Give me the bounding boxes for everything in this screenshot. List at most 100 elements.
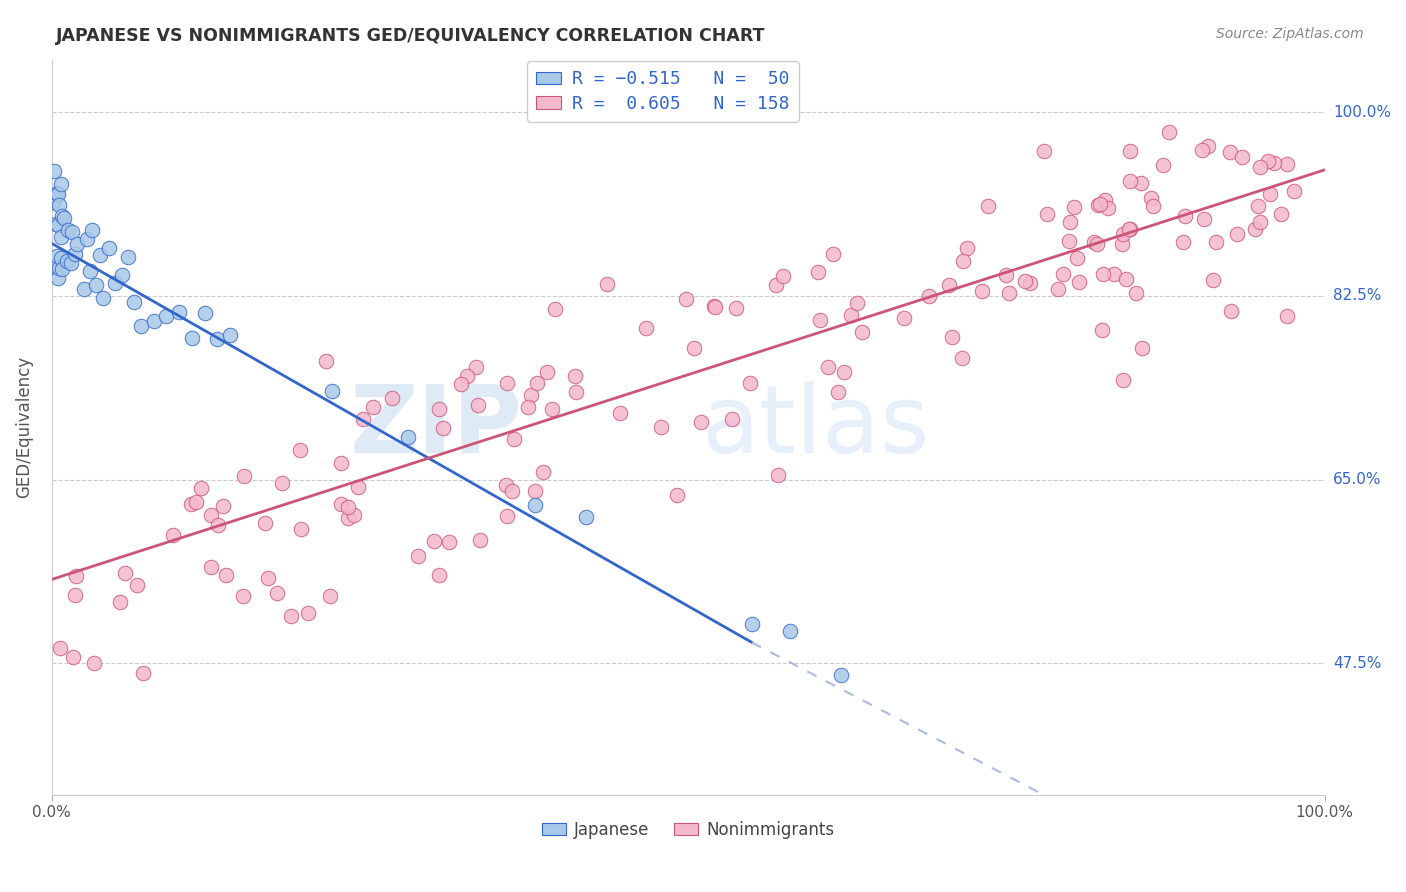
- Point: [408, 549, 430, 563]
- Point: [541, 402, 564, 417]
- Point: [89, 248, 111, 262]
- Point: [823, 247, 845, 261]
- Point: [42, 194, 65, 209]
- Point: [524, 498, 547, 512]
- Point: [315, 354, 337, 368]
- Point: [650, 420, 672, 434]
- Point: [83, 656, 105, 670]
- Point: [1226, 227, 1249, 241]
- Point: [468, 533, 491, 547]
- Point: [129, 318, 152, 333]
- Point: [1219, 145, 1241, 159]
- Point: [337, 500, 360, 514]
- Point: [721, 412, 744, 426]
- Point: [108, 595, 131, 609]
- Point: [1159, 125, 1181, 139]
- Point: [46, 186, 69, 201]
- Point: [232, 468, 254, 483]
- Point: [1119, 174, 1142, 188]
- Point: [564, 368, 586, 383]
- Text: Source: ZipAtlas.com: Source: ZipAtlas.com: [1216, 27, 1364, 41]
- Point: [1059, 215, 1081, 229]
- Point: [63, 246, 86, 260]
- Point: [1094, 194, 1116, 208]
- Point: [1205, 235, 1227, 249]
- Point: [772, 268, 794, 283]
- Point: [1111, 227, 1133, 241]
- Point: [58, 223, 80, 237]
- Point: [1140, 191, 1163, 205]
- Point: [117, 250, 139, 264]
- Point: [49, 251, 72, 265]
- Point: [768, 468, 790, 483]
- Point: [44, 164, 66, 178]
- Point: [98, 241, 121, 255]
- Point: [1197, 139, 1219, 153]
- Point: [288, 443, 311, 458]
- Point: [432, 421, 454, 435]
- Point: [689, 415, 711, 429]
- Point: [765, 277, 787, 292]
- Point: [212, 500, 235, 514]
- Point: [352, 411, 374, 425]
- Point: [437, 535, 460, 549]
- Point: [703, 299, 725, 313]
- Point: [1111, 236, 1133, 251]
- Point: [893, 310, 915, 325]
- Point: [84, 277, 107, 292]
- Point: [1036, 207, 1059, 221]
- Point: [62, 649, 84, 664]
- Point: [1249, 215, 1271, 229]
- Point: [65, 569, 87, 583]
- Point: [232, 589, 254, 603]
- Text: 82.5%: 82.5%: [1333, 288, 1381, 303]
- Point: [266, 586, 288, 600]
- Point: [456, 368, 478, 383]
- Point: [808, 313, 831, 327]
- Point: [53, 211, 76, 225]
- Point: [1019, 277, 1042, 291]
- Point: [956, 241, 979, 255]
- Point: [48, 640, 70, 655]
- Point: [162, 528, 184, 542]
- Point: [200, 508, 222, 522]
- Point: [253, 516, 276, 530]
- Text: atlas: atlas: [702, 381, 929, 473]
- Point: [1249, 160, 1271, 174]
- Point: [91, 291, 114, 305]
- Point: [536, 366, 558, 380]
- Point: [938, 277, 960, 292]
- Point: [1230, 150, 1253, 164]
- Point: [1282, 185, 1305, 199]
- Point: [48, 198, 70, 212]
- Point: [63, 588, 86, 602]
- Point: [941, 329, 963, 343]
- Point: [46, 270, 69, 285]
- Point: [111, 268, 134, 282]
- Point: [127, 578, 149, 592]
- Text: ZIP: ZIP: [350, 381, 523, 473]
- Point: [59, 255, 82, 269]
- Point: [1220, 304, 1243, 318]
- Point: [330, 456, 353, 470]
- Point: [1263, 155, 1285, 169]
- Point: [200, 560, 222, 574]
- Point: [1118, 222, 1140, 236]
- Point: [450, 376, 472, 391]
- Point: [207, 517, 229, 532]
- Point: [180, 331, 202, 345]
- Point: [1130, 176, 1153, 190]
- Point: [82, 223, 104, 237]
- Point: [1014, 274, 1036, 288]
- Point: [337, 510, 360, 524]
- Point: [330, 497, 353, 511]
- Point: [1052, 267, 1074, 281]
- Point: [998, 286, 1021, 301]
- Point: [918, 288, 941, 302]
- Point: [184, 495, 207, 509]
- Point: [970, 284, 993, 298]
- Point: [1152, 158, 1174, 172]
- Point: [596, 277, 619, 291]
- Y-axis label: GED/Equivalency: GED/Equivalency: [15, 356, 32, 499]
- Point: [523, 484, 546, 499]
